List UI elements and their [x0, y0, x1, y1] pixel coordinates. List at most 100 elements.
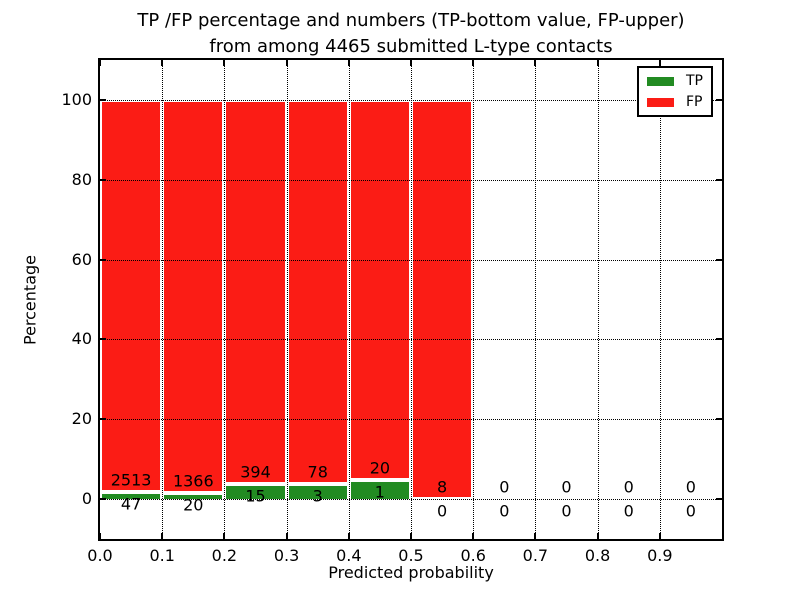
chart-title: TP /FP percentage and numbers (TP-bottom… [100, 8, 722, 60]
y-tick-label: 60 [71, 249, 92, 269]
tp-count-label: 0 [437, 501, 448, 521]
x-tick-label: 0.3 [273, 546, 300, 565]
x-tick-mark [347, 533, 350, 539]
x-tick-mark [658, 533, 661, 539]
tp-count-label: 47 [120, 494, 142, 514]
fp-count-label: 0 [685, 477, 696, 497]
x-tick-mark [223, 60, 226, 66]
fp-bar-segment [411, 99, 474, 500]
tp-bar-segment [348, 480, 411, 500]
x-tick-label: 0.5 [398, 546, 424, 565]
x-gridline [162, 60, 164, 539]
fp-count-label: 0 [623, 477, 634, 497]
x-tick-mark [161, 60, 164, 66]
x-gridline [597, 60, 599, 539]
y-tick-label: 80 [71, 169, 92, 189]
chart-title-line1: TP /FP percentage and numbers (TP-bottom… [137, 10, 685, 31]
tp-legend-swatch [647, 76, 674, 86]
fp-bar-segment [224, 99, 287, 485]
x-tick-label: 0.2 [211, 546, 238, 565]
y-tick-label: 100 [61, 89, 92, 109]
tp-bar-segment [162, 493, 225, 500]
x-tick-mark [596, 533, 599, 539]
tp-count-label: 15 [245, 486, 266, 506]
tp-bar-segment [286, 484, 349, 500]
x-tick-mark [285, 533, 288, 539]
x-gridline [535, 60, 537, 539]
x-tick-label: 0.9 [647, 546, 673, 565]
tp-count-label: 3 [312, 486, 323, 506]
x-gridline [224, 60, 226, 539]
x-gridline [473, 60, 475, 539]
fp-legend-label: FP [686, 94, 703, 110]
y-tick-mark [100, 338, 106, 341]
y-tick-mark [716, 178, 722, 181]
tp-count-label: 0 [623, 501, 634, 521]
x-tick-mark [410, 533, 412, 539]
x-gridline [348, 60, 350, 539]
fp-bar-segment [162, 99, 225, 494]
x-tick-mark [534, 60, 537, 66]
y-tick-mark [100, 418, 106, 421]
y-tick-mark [100, 258, 106, 261]
y-tick-label: 40 [71, 329, 92, 349]
plot-area: TP FP 2513 47 1366 20 394 15 78 3 20 1 8 0 0 0 0 0 0 0 0 0 [98, 58, 724, 541]
y-tick-mark [100, 98, 106, 101]
y-tick-mark [100, 178, 106, 181]
tp-bar-segment [100, 491, 163, 500]
x-tick-label: 0.1 [149, 546, 175, 565]
fp-count-label: 2513 [110, 470, 152, 490]
fp-bar-segment [286, 99, 349, 485]
x-gridline [286, 60, 288, 539]
fp-bar-segment [100, 99, 163, 492]
fp-count-label: 78 [307, 462, 328, 482]
y-tick-label: 0 [81, 489, 92, 509]
x-tick-mark [99, 60, 101, 66]
x-tick-label: 0.6 [460, 546, 486, 565]
x-tick-label: 0.0 [87, 546, 113, 565]
y-tick-label: 20 [71, 409, 92, 429]
tp-count-label: 0 [499, 501, 510, 521]
x-tick-label: 0.7 [522, 546, 549, 565]
x-tick-mark [347, 60, 350, 66]
y-tick-mark [716, 98, 722, 101]
fp-bar-segment [348, 99, 411, 481]
y-tick-mark [716, 338, 722, 341]
x-tick-mark [534, 533, 537, 539]
x-tick-label: 0.8 [584, 546, 611, 565]
legend-entry-tp: TP [647, 74, 703, 88]
legend-entry-fp: FP [647, 95, 703, 109]
tp-count-label: 1 [374, 482, 385, 502]
y-tick-mark [716, 418, 722, 421]
x-gridline [411, 60, 412, 539]
x-tick-mark [658, 60, 661, 66]
fp-count-label: 8 [437, 477, 448, 497]
tp-count-label: 0 [561, 501, 572, 521]
fp-count-label: 394 [240, 462, 271, 482]
x-tick-mark [161, 533, 164, 539]
y-tick-mark [100, 498, 106, 501]
x-gridline [659, 60, 661, 539]
tp-count-label: 20 [183, 495, 204, 515]
fp-count-label: 20 [369, 458, 391, 478]
x-tick-mark [223, 533, 226, 539]
x-tick-mark [285, 60, 288, 66]
x-tick-mark [472, 60, 475, 66]
fp-legend-swatch [647, 97, 674, 107]
tp-count-label: 0 [685, 501, 696, 521]
chart-title-line2: from among 4465 submitted L-type contact… [209, 36, 613, 57]
y-tick-mark [716, 258, 722, 261]
x-tick-mark [596, 60, 599, 66]
tp-bar-segment [224, 484, 287, 500]
x-tick-mark [410, 60, 412, 66]
tp-legend-label: TP [686, 73, 703, 89]
x-tick-mark [99, 533, 101, 539]
fp-count-label: 0 [561, 477, 572, 497]
x-axis-label: Predicted probability [328, 563, 494, 582]
legend: TP FP [637, 66, 713, 117]
fp-count-label: 0 [499, 477, 510, 497]
x-tick-label: 0.4 [336, 546, 362, 565]
fp-count-label: 1366 [172, 471, 214, 491]
y-tick-mark [716, 498, 722, 501]
